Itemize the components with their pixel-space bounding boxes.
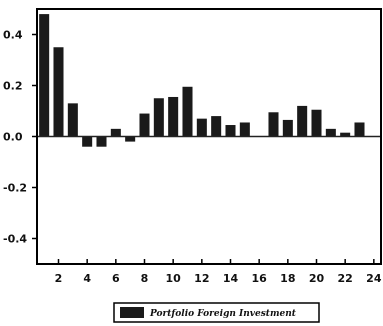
bar-23 <box>354 122 365 137</box>
y-axis-labels: 0.4 0.2 0.0 -0.2 -0.4 <box>3 29 27 246</box>
bar-12 <box>196 118 207 137</box>
legend: Portfolio Foreign Investment <box>113 302 320 323</box>
x-tick-label: 8 <box>141 272 149 285</box>
x-axis-labels: 2 4 6 8 10 12 14 16 18 20 22 24 <box>55 272 382 285</box>
bar-8 <box>139 113 150 137</box>
bar-3 <box>67 103 78 137</box>
bar-9 <box>153 98 164 137</box>
legend-box <box>113 302 320 323</box>
x-tick-label: 16 <box>252 272 268 285</box>
bar-4 <box>82 136 93 147</box>
x-tick-label: 18 <box>280 272 295 285</box>
y-tick-label: 0.2 <box>3 80 23 93</box>
legend-label: Portfolio Foreign Investment <box>149 309 297 319</box>
bar-2 <box>53 47 64 137</box>
x-tick-label: 22 <box>338 272 353 285</box>
bar-15 <box>239 122 250 137</box>
bar-1 <box>39 14 50 137</box>
y-tick-label: 0.4 <box>3 29 23 42</box>
bar-7 <box>125 136 136 142</box>
x-tick-label: 6 <box>112 272 120 285</box>
x-tick-label: 2 <box>55 272 63 285</box>
plot-frame <box>36 8 382 265</box>
y-tick-label: -0.4 <box>3 233 27 246</box>
bar-14 <box>225 125 236 137</box>
bar-22 <box>340 132 351 137</box>
y-tick-label: -0.2 <box>3 182 27 195</box>
bar-13 <box>211 116 222 137</box>
y-tick-label: 0.0 <box>3 131 23 144</box>
bar-17 <box>268 112 279 137</box>
bar-19 <box>297 105 308 137</box>
x-tick-label: 14 <box>223 272 239 285</box>
x-axis-ticks <box>57 259 375 264</box>
bar-11 <box>182 86 193 137</box>
x-tick-label: 4 <box>83 272 91 285</box>
bar-6 <box>110 128 121 137</box>
bar-series <box>39 14 365 147</box>
bar-10 <box>168 96 179 137</box>
bar-18 <box>282 119 293 137</box>
legend-swatch <box>120 307 144 318</box>
bar-20 <box>311 109 322 137</box>
x-tick-label: 20 <box>309 272 325 285</box>
bar-21 <box>325 128 336 137</box>
x-tick-label: 12 <box>194 272 209 285</box>
bar-5 <box>96 136 107 147</box>
x-tick-label: 10 <box>166 272 182 285</box>
x-tick-label: 24 <box>366 272 382 285</box>
